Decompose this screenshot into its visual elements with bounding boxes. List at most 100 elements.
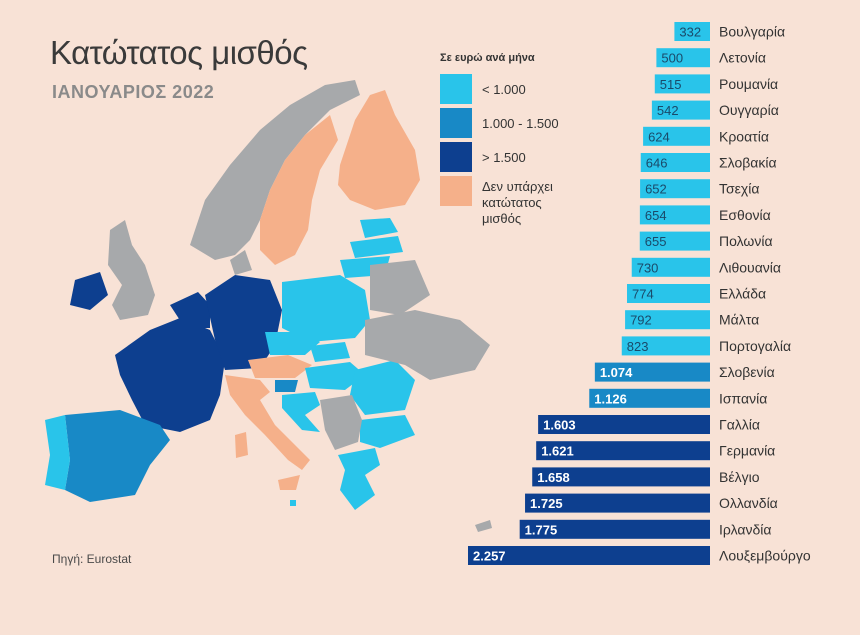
bar-category-label: Κροατία [719,128,769,144]
map-slovenia [275,380,298,392]
map-norway [190,80,360,260]
map-sweden [260,115,338,265]
bar-4 [643,126,710,146]
bar-value-label: 1.725 [530,496,563,511]
map-czechia [265,332,320,355]
bar-category-label: Πορτογαλία [719,338,791,354]
map-croatia [282,392,320,432]
map-uk [108,220,155,320]
bar-value-label: 654 [645,208,667,223]
bar-category-label: Λουξεμβούργο [719,548,811,564]
map-portugal [45,415,70,490]
bar-category-label: Βέλγιο [719,469,760,485]
bar-11 [625,310,710,330]
map-estonia [360,218,398,238]
bar-19 [519,519,710,539]
bar-value-label: 1.603 [543,418,576,433]
bar-value-label: 1.775 [525,522,558,537]
map-romania [350,360,415,415]
bar-category-label: Ολλανδία [719,495,778,511]
bar-category-label: Πολωνία [719,233,773,249]
map-italy [225,375,310,470]
bar-value-label: 2.257 [473,549,506,564]
map-slovakia [310,342,350,362]
map-finland [338,90,420,210]
legend-label: Δεν υπάρχει κατώτατος μισθός [482,179,553,226]
bar-0 [674,22,710,41]
bar-value-label: 1.658 [537,470,570,485]
bar-value-label: 624 [648,129,670,144]
bar-12 [621,336,710,356]
bar-7 [639,205,710,225]
bar-category-label: Βουλγαρία [719,24,785,40]
legend-item-high: > 1.500 [440,142,610,176]
map-bulgaria [360,415,415,448]
map-france [115,318,225,432]
legend-label: < 1.000 [482,82,526,97]
bar-category-label: Γερμανία [719,443,775,459]
legend-swatch [440,176,472,206]
bar-2 [654,74,710,94]
legend-item-low: < 1.000 [440,74,610,108]
map-denmark [230,250,252,275]
map-greece [338,448,380,510]
legend-title: Σε ευρώ ανά μήνα [440,52,535,64]
bar-20 [468,546,710,565]
bar-18 [525,493,710,513]
bar-category-label: Μάλτα [719,312,759,328]
bar-category-label: Λιθουανία [719,259,781,275]
bar-9 [631,257,710,277]
bar-category-label: Ουγγαρία [719,102,779,118]
europe-map [45,80,492,532]
map-malta [290,500,296,506]
bar-15 [538,415,710,434]
map-ireland [70,272,108,310]
bar-value-label: 515 [660,77,682,92]
bar-13 [594,362,710,382]
bar-category-label: Σλοβακία [719,155,777,171]
bar-value-label: 332 [679,25,701,40]
bar-value-label: 792 [630,313,652,328]
bar-value-label: 652 [645,182,667,197]
map-spain [65,410,170,502]
map-hungary [305,362,365,390]
map-germany [205,275,282,370]
bar-17 [532,467,710,487]
bar-category-label: Σλοβενία [719,364,775,380]
bar-category-label: Εσθονία [719,207,771,223]
bar-value-label: 1.126 [594,391,627,406]
source-note: Πηγή: Eurostat [52,552,132,566]
map-cyprus [475,520,492,532]
legend-label: 1.000 - 1.500 [482,116,559,131]
bar-value-label: 823 [627,339,649,354]
bar-5 [640,153,710,172]
bar-value-label: 646 [646,156,668,171]
map-poland [282,275,370,342]
map-benelux [170,292,210,328]
bar-value-label: 655 [645,234,667,249]
bar-value-label: 730 [637,260,659,275]
legend: Σε ευρώ ανά μήνα < 1.000 1.000 - 1.500 >… [440,52,610,236]
legend-item-mid: 1.000 - 1.500 [440,108,610,142]
bar-3 [651,100,710,120]
bar-14 [589,388,710,408]
bar-category-label: Ισπανία [719,390,767,406]
map-belarus [370,260,430,315]
map-sicily [278,475,300,490]
legend-label: > 1.500 [482,150,526,165]
bar-category-label: Τσεχία [719,181,759,197]
legend-item-none: Δεν υπάρχει κατώτατος μισθός [440,176,610,236]
chart-title: Κατώτατος μισθός [50,34,308,71]
bar-category-label: Λετονία [719,50,766,66]
bar-category-label: Ιρλανδία [719,521,771,537]
map-sardinia [235,432,248,458]
map-balkans [320,395,362,450]
legend-swatch [440,74,472,104]
bar-value-label: 1.621 [541,444,574,459]
bar-16 [536,441,710,461]
bar-value-label: 1.074 [600,365,633,380]
legend-swatch [440,108,472,138]
bar-6 [640,179,710,199]
bar-10 [627,284,710,303]
